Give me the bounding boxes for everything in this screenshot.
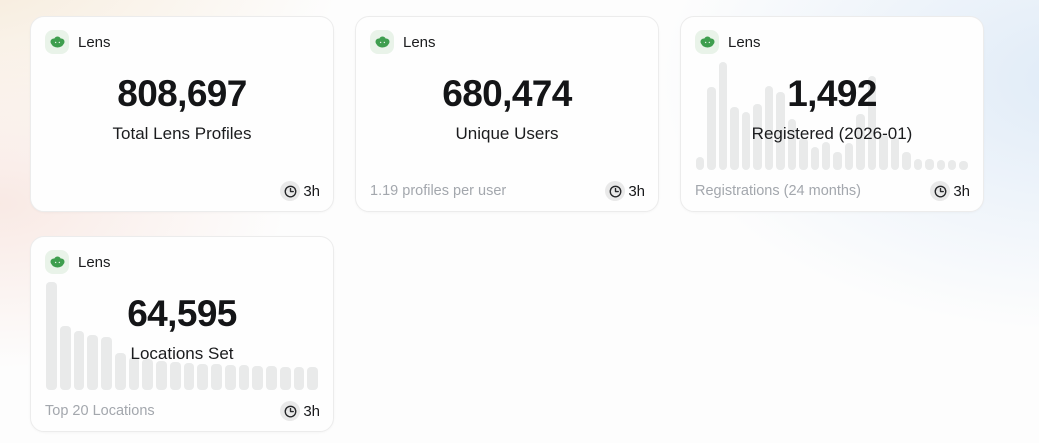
- stat-center: 1,492 Registered (2026-01): [681, 73, 983, 144]
- bar: [890, 136, 900, 170]
- bar: [46, 282, 57, 390]
- bar: [867, 76, 877, 170]
- updated-indicator: 3h: [605, 181, 645, 201]
- bar: [879, 134, 888, 170]
- card-footer: Top 20 Locations 3h: [45, 401, 320, 421]
- bar: [741, 111, 751, 170]
- stat-card: Lens 680,474 Unique Users 1.19 profiles …: [355, 16, 659, 212]
- stat-center: 680,474 Unique Users: [356, 73, 658, 144]
- updated-ago-text: 3h: [628, 182, 645, 200]
- bar: [87, 334, 98, 390]
- stat-value: 808,697: [117, 73, 247, 114]
- bar: [101, 337, 112, 390]
- card-header: Lens: [370, 30, 436, 54]
- bar: [696, 157, 705, 170]
- clock-icon: [605, 181, 626, 201]
- bar: [128, 356, 140, 390]
- bar: [279, 367, 291, 390]
- sparkline-bar-chart: [46, 282, 318, 390]
- clock-icon: [930, 181, 951, 201]
- lens-badge-label: Lens: [728, 33, 761, 51]
- lens-badge-label: Lens: [78, 253, 111, 271]
- card-header: Lens: [45, 30, 111, 54]
- updated-indicator: 3h: [930, 181, 970, 201]
- bar: [707, 86, 716, 170]
- bar: [59, 326, 71, 390]
- bar: [844, 143, 854, 170]
- stat-value: 64,595: [127, 293, 237, 334]
- footer-note: Top 20 Locations: [45, 403, 155, 419]
- bar: [156, 360, 167, 390]
- updated-indicator: 3h: [280, 401, 320, 421]
- clock-icon: [280, 401, 301, 421]
- stat-label: Locations Set: [130, 344, 234, 363]
- bar: [252, 366, 263, 390]
- card-footer: 1.19 profiles per user 3h: [370, 181, 645, 201]
- stat-label: Registered (2026-01): [751, 124, 913, 143]
- lens-logo-icon: [45, 30, 69, 54]
- bar: [776, 92, 785, 170]
- lens-logo-icon: [45, 250, 69, 274]
- bar: [293, 367, 305, 390]
- bar: [142, 358, 153, 390]
- bar: [787, 119, 797, 170]
- lens-logo-icon: [370, 30, 394, 54]
- stat-label: Total Lens Profiles: [112, 124, 252, 143]
- card-header: Lens: [45, 250, 111, 274]
- updated-ago-text: 3h: [303, 402, 320, 420]
- bar: [238, 365, 250, 390]
- stat-value: 680,474: [442, 73, 572, 114]
- clock-icon: [280, 181, 301, 201]
- bar: [833, 151, 842, 170]
- stat-card: Lens 808,697 Total Lens Profiles 3h: [30, 16, 334, 212]
- bar: [764, 85, 774, 170]
- bar: [73, 330, 85, 390]
- stat-center: 64,595 Locations Set: [31, 293, 333, 364]
- updated-indicator: 3h: [280, 181, 320, 201]
- card-footer: Registrations (24 months) 3h: [695, 181, 970, 201]
- bar: [307, 367, 318, 390]
- card-header: Lens: [695, 30, 761, 54]
- bar: [183, 363, 195, 390]
- lens-logo-icon: [695, 30, 719, 54]
- updated-ago-text: 3h: [303, 182, 320, 200]
- bar: [902, 151, 911, 170]
- bar: [169, 361, 181, 390]
- stat-center: 808,697 Total Lens Profiles: [31, 73, 333, 144]
- updated-ago-text: 3h: [953, 182, 970, 200]
- bar: [197, 364, 208, 390]
- bar: [799, 137, 808, 170]
- stat-card: Lens 64,595 Locations Set Top 20 Locatio…: [30, 236, 334, 432]
- lens-badge-label: Lens: [403, 33, 436, 51]
- bar: [224, 365, 236, 390]
- bar: [856, 113, 865, 170]
- stat-label: Unique Users: [455, 124, 559, 143]
- bar: [913, 159, 923, 170]
- bar: [959, 161, 968, 170]
- stat-value: 1,492: [787, 73, 877, 114]
- bar: [730, 107, 739, 170]
- bar: [936, 160, 945, 170]
- bar: [925, 159, 934, 170]
- bar: [114, 353, 126, 390]
- footer-note: 1.19 profiles per user: [370, 183, 507, 199]
- dashboard-grid: Lens 808,697 Total Lens Profiles 3h: [30, 16, 984, 432]
- bar: [810, 147, 819, 170]
- footer-note: Registrations (24 months): [695, 183, 862, 199]
- lens-badge-label: Lens: [78, 33, 111, 51]
- bar: [211, 364, 222, 390]
- bar: [947, 160, 957, 170]
- stat-card: Lens 1,492 Registered (2026-01) Registra…: [680, 16, 984, 212]
- bar: [718, 62, 728, 170]
- bar: [266, 366, 277, 390]
- bar: [753, 104, 762, 170]
- sparkline-bar-chart: [696, 62, 968, 170]
- card-footer: 3h: [45, 181, 320, 201]
- bar: [821, 141, 831, 170]
